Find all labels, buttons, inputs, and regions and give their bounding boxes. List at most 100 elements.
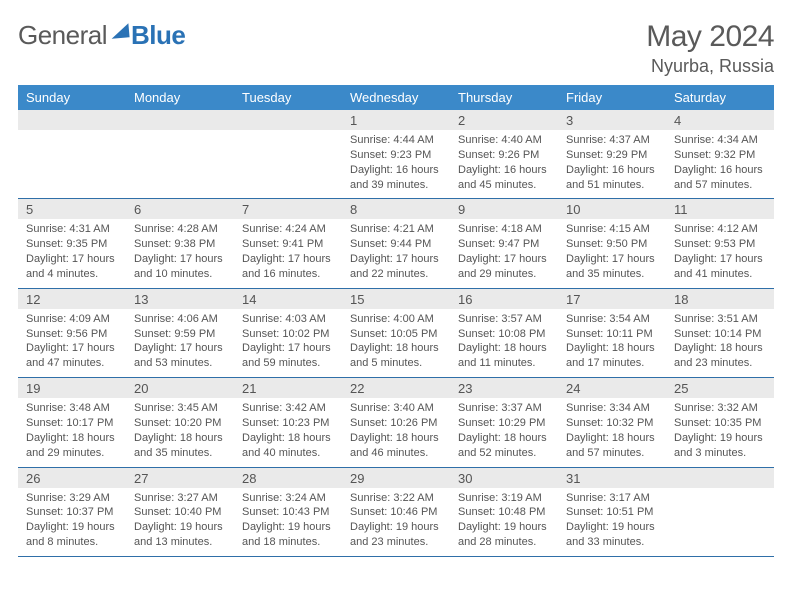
sunset-line: Sunset: 9:23 PM: [350, 148, 442, 163]
calendar-day-cell: 13Sunrise: 4:06 AMSunset: 9:59 PMDayligh…: [126, 288, 234, 377]
day-data: Sunrise: 4:31 AMSunset: 9:35 PMDaylight:…: [18, 219, 126, 287]
daylight-line: Daylight: 17 hours and 10 minutes.: [134, 252, 226, 282]
day-data: Sunrise: 4:12 AMSunset: 9:53 PMDaylight:…: [666, 219, 774, 287]
sunset-line: Sunset: 10:46 PM: [350, 505, 442, 520]
sunrise-line: Sunrise: 4:34 AM: [674, 133, 766, 148]
daylight-line: Daylight: 17 hours and 59 minutes.: [242, 341, 334, 371]
calendar-day-cell: 10Sunrise: 4:15 AMSunset: 9:50 PMDayligh…: [558, 199, 666, 288]
sunrise-line: Sunrise: 4:44 AM: [350, 133, 442, 148]
day-data: Sunrise: 3:29 AMSunset: 10:37 PMDaylight…: [18, 488, 126, 556]
day-number: [126, 110, 234, 130]
weekday-header: Tuesday: [234, 85, 342, 110]
daylight-line: Daylight: 17 hours and 53 minutes.: [134, 341, 226, 371]
daylight-line: Daylight: 17 hours and 16 minutes.: [242, 252, 334, 282]
calendar-day-cell: 27Sunrise: 3:27 AMSunset: 10:40 PMDaylig…: [126, 467, 234, 556]
day-number: 27: [126, 468, 234, 488]
daylight-line: Daylight: 19 hours and 28 minutes.: [458, 520, 550, 550]
page-title: May 2024: [646, 20, 774, 54]
sunrise-line: Sunrise: 3:54 AM: [566, 312, 658, 327]
sunrise-line: Sunrise: 3:45 AM: [134, 401, 226, 416]
calendar-body: 1Sunrise: 4:44 AMSunset: 9:23 PMDaylight…: [18, 110, 774, 556]
sunrise-line: Sunrise: 3:32 AM: [674, 401, 766, 416]
daylight-line: Daylight: 18 hours and 29 minutes.: [26, 431, 118, 461]
day-data: Sunrise: 3:17 AMSunset: 10:51 PMDaylight…: [558, 488, 666, 556]
calendar-day-cell: 7Sunrise: 4:24 AMSunset: 9:41 PMDaylight…: [234, 199, 342, 288]
calendar-week-row: 5Sunrise: 4:31 AMSunset: 9:35 PMDaylight…: [18, 199, 774, 288]
sunrise-line: Sunrise: 4:21 AM: [350, 222, 442, 237]
calendar-day-cell: 31Sunrise: 3:17 AMSunset: 10:51 PMDaylig…: [558, 467, 666, 556]
weekday-header: Saturday: [666, 85, 774, 110]
sunset-line: Sunset: 10:43 PM: [242, 505, 334, 520]
calendar-week-row: 12Sunrise: 4:09 AMSunset: 9:56 PMDayligh…: [18, 288, 774, 377]
daylight-line: Daylight: 16 hours and 51 minutes.: [566, 163, 658, 193]
logo-text-2: Blue: [131, 20, 185, 51]
day-number: 16: [450, 289, 558, 309]
calendar-header-row: SundayMondayTuesdayWednesdayThursdayFrid…: [18, 85, 774, 110]
day-number: 3: [558, 110, 666, 130]
calendar-day-cell: 5Sunrise: 4:31 AMSunset: 9:35 PMDaylight…: [18, 199, 126, 288]
day-number: 14: [234, 289, 342, 309]
sunrise-line: Sunrise: 4:37 AM: [566, 133, 658, 148]
day-data: Sunrise: 4:03 AMSunset: 10:02 PMDaylight…: [234, 309, 342, 377]
day-number: 24: [558, 378, 666, 398]
day-data: Sunrise: 4:09 AMSunset: 9:56 PMDaylight:…: [18, 309, 126, 377]
day-number: 12: [18, 289, 126, 309]
daylight-line: Daylight: 18 hours and 35 minutes.: [134, 431, 226, 461]
day-data: Sunrise: 3:51 AMSunset: 10:14 PMDaylight…: [666, 309, 774, 377]
calendar-day-cell: 2Sunrise: 4:40 AMSunset: 9:26 PMDaylight…: [450, 110, 558, 199]
sunset-line: Sunset: 9:56 PM: [26, 327, 118, 342]
sunrise-line: Sunrise: 4:40 AM: [458, 133, 550, 148]
sunset-line: Sunset: 9:29 PM: [566, 148, 658, 163]
day-number: [234, 110, 342, 130]
sunrise-line: Sunrise: 4:09 AM: [26, 312, 118, 327]
calendar-day-cell: 17Sunrise: 3:54 AMSunset: 10:11 PMDaylig…: [558, 288, 666, 377]
calendar-day-cell: 6Sunrise: 4:28 AMSunset: 9:38 PMDaylight…: [126, 199, 234, 288]
sunrise-line: Sunrise: 3:29 AM: [26, 491, 118, 506]
day-data: Sunrise: 3:27 AMSunset: 10:40 PMDaylight…: [126, 488, 234, 556]
sunset-line: Sunset: 10:35 PM: [674, 416, 766, 431]
day-number: 22: [342, 378, 450, 398]
day-data: Sunrise: 4:18 AMSunset: 9:47 PMDaylight:…: [450, 219, 558, 287]
sunset-line: Sunset: 9:53 PM: [674, 237, 766, 252]
sunset-line: Sunset: 9:38 PM: [134, 237, 226, 252]
day-number: 30: [450, 468, 558, 488]
daylight-line: Daylight: 16 hours and 57 minutes.: [674, 163, 766, 193]
day-data: Sunrise: 3:24 AMSunset: 10:43 PMDaylight…: [234, 488, 342, 556]
day-number: 29: [342, 468, 450, 488]
weekday-header: Friday: [558, 85, 666, 110]
day-data: Sunrise: 4:44 AMSunset: 9:23 PMDaylight:…: [342, 130, 450, 198]
day-data: Sunrise: 3:45 AMSunset: 10:20 PMDaylight…: [126, 398, 234, 466]
day-number: 31: [558, 468, 666, 488]
day-data: Sunrise: 4:06 AMSunset: 9:59 PMDaylight:…: [126, 309, 234, 377]
sunset-line: Sunset: 10:51 PM: [566, 505, 658, 520]
title-block: May 2024 Nyurba, Russia: [646, 20, 774, 77]
day-number: 25: [666, 378, 774, 398]
weekday-header: Wednesday: [342, 85, 450, 110]
location-label: Nyurba, Russia: [646, 56, 774, 77]
daylight-line: Daylight: 18 hours and 23 minutes.: [674, 341, 766, 371]
calendar-day-cell: 29Sunrise: 3:22 AMSunset: 10:46 PMDaylig…: [342, 467, 450, 556]
day-data: [126, 130, 234, 190]
daylight-line: Daylight: 17 hours and 35 minutes.: [566, 252, 658, 282]
day-data: Sunrise: 4:24 AMSunset: 9:41 PMDaylight:…: [234, 219, 342, 287]
day-data: Sunrise: 3:32 AMSunset: 10:35 PMDaylight…: [666, 398, 774, 466]
sunset-line: Sunset: 9:41 PM: [242, 237, 334, 252]
day-number: 9: [450, 199, 558, 219]
weekday-header: Monday: [126, 85, 234, 110]
day-number: 19: [18, 378, 126, 398]
calendar-week-row: 26Sunrise: 3:29 AMSunset: 10:37 PMDaylig…: [18, 467, 774, 556]
calendar-day-cell: 14Sunrise: 4:03 AMSunset: 10:02 PMDaylig…: [234, 288, 342, 377]
sunset-line: Sunset: 10:14 PM: [674, 327, 766, 342]
sunrise-line: Sunrise: 4:24 AM: [242, 222, 334, 237]
sunrise-line: Sunrise: 4:00 AM: [350, 312, 442, 327]
day-data: Sunrise: 4:40 AMSunset: 9:26 PMDaylight:…: [450, 130, 558, 198]
day-data: Sunrise: 4:28 AMSunset: 9:38 PMDaylight:…: [126, 219, 234, 287]
day-number: 8: [342, 199, 450, 219]
daylight-line: Daylight: 17 hours and 22 minutes.: [350, 252, 442, 282]
calendar-day-cell: [126, 110, 234, 199]
day-number: 7: [234, 199, 342, 219]
daylight-line: Daylight: 17 hours and 47 minutes.: [26, 341, 118, 371]
sunrise-line: Sunrise: 3:57 AM: [458, 312, 550, 327]
sunset-line: Sunset: 10:20 PM: [134, 416, 226, 431]
day-number: 2: [450, 110, 558, 130]
